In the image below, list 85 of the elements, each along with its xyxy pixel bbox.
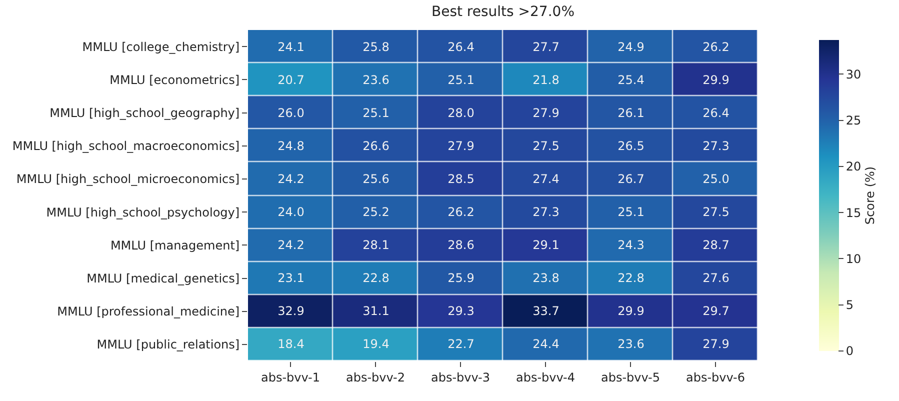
data-label: 23.6 [618, 337, 644, 352]
data-label: 27.5 [702, 205, 730, 220]
data-label: 27.7 [532, 40, 560, 54]
y-tick-label: MMLU [high_school_macroeconomics] [12, 139, 240, 154]
data-label: 29.1 [532, 238, 560, 252]
data-label: 26.6 [362, 139, 390, 154]
color-bar-label: 20 [846, 160, 862, 174]
data-label: 21.8 [532, 73, 560, 88]
data-label: 29.7 [702, 304, 730, 318]
y-tick-label: MMLU [professional_medicine] [57, 304, 240, 319]
data-label: 28.6 [448, 238, 474, 252]
color-bar-label: 5 [846, 298, 854, 312]
data-label: 25.9 [448, 271, 474, 286]
data-label: 29.3 [448, 304, 474, 318]
data-label: 25.4 [618, 73, 644, 88]
data-label: 28.0 [448, 106, 474, 120]
color-bar-label: 30 [846, 67, 862, 82]
y-tick-label: MMLU [public_relations] [96, 338, 240, 352]
data-label: 25.8 [362, 40, 390, 54]
data-label: 27.9 [702, 337, 730, 352]
data-label: 19.4 [362, 337, 390, 352]
color-bar-label: 0 [846, 344, 854, 358]
data-label: 22.8 [618, 271, 644, 286]
x-tick-label: abs-bvv-1 [260, 370, 320, 384]
data-label: 22.8 [362, 271, 390, 286]
data-label: 28.7 [702, 238, 730, 252]
data-label: 25.1 [618, 205, 644, 220]
data-label: 27.5 [532, 139, 560, 154]
data-label: 31.1 [362, 304, 390, 318]
data-label: 24.4 [532, 337, 560, 352]
chart-title: Best results >27.0% [431, 4, 575, 20]
data-label: 29.9 [702, 73, 730, 88]
data-label: 25.0 [702, 172, 730, 186]
y-tick-label: MMLU [medical_genetics] [86, 271, 240, 286]
data-label: 23.8 [532, 271, 560, 286]
data-label: 24.2 [278, 172, 304, 186]
y-tick-label: MMLU [high_school_microeconomics] [16, 172, 240, 186]
data-label: 27.4 [532, 172, 560, 186]
color-bar-label: 25 [846, 113, 862, 128]
data-label: 24.9 [618, 40, 644, 54]
x-tick-label: abs-bvv-2 [346, 370, 406, 384]
data-label: 20.7 [278, 73, 304, 88]
data-label: 27.6 [702, 271, 730, 286]
data-label: 26.5 [618, 139, 644, 154]
data-label: 24.0 [278, 205, 304, 220]
data-label: 28.5 [448, 172, 474, 186]
data-label: 22.7 [448, 337, 474, 352]
data-label: 24.8 [278, 139, 304, 154]
data-label: 27.3 [702, 139, 730, 154]
x-tick-label: abs-bvv-5 [600, 370, 660, 384]
data-label: 28.1 [362, 238, 390, 252]
data-label: 25.2 [362, 205, 390, 220]
data-label: 18.4 [278, 337, 304, 352]
data-label: 26.2 [448, 205, 474, 220]
data-label: 26.4 [702, 106, 730, 120]
y-tick-label: MMLU [college_chemistry] [82, 40, 240, 54]
data-label: 29.9 [618, 304, 644, 318]
data-label: 33.7 [532, 304, 560, 318]
color-bar-title: Score (%) [863, 166, 878, 225]
x-tick-label: abs-bvv-4 [516, 370, 576, 384]
color-bar-label: 10 [846, 252, 862, 266]
data-label: 26.2 [702, 40, 730, 54]
data-label: 24.2 [278, 238, 304, 252]
y-tick-label: MMLU [high_school_geography] [50, 106, 240, 120]
data-label: 24.1 [278, 40, 304, 54]
x-tick-label: abs-bvv-3 [430, 370, 490, 384]
data-label: 25.1 [362, 106, 390, 120]
data-label: 23.6 [362, 73, 390, 88]
data-label: 27.3 [532, 205, 560, 220]
data-label: 24.3 [618, 238, 644, 252]
y-tick-label: MMLU [econometrics] [110, 72, 240, 87]
y-tick-label: MMLU [high_school_psychology] [46, 205, 240, 220]
data-label: 23.1 [278, 271, 304, 286]
data-label: 26.1 [618, 106, 644, 120]
data-label: 25.1 [448, 73, 474, 88]
color-bar-label: 15 [846, 206, 862, 220]
data-label: 27.9 [448, 139, 474, 154]
data-label: 25.6 [362, 172, 390, 186]
x-tick-label: abs-bvv-6 [686, 370, 746, 384]
data-label: 27.9 [532, 106, 560, 120]
data-label: 26.7 [618, 172, 644, 186]
y-tick-label: MMLU [management] [110, 238, 240, 252]
data-label: 32.9 [278, 304, 304, 318]
data-label: 26.4 [448, 40, 474, 54]
data-label: 26.0 [278, 106, 304, 120]
